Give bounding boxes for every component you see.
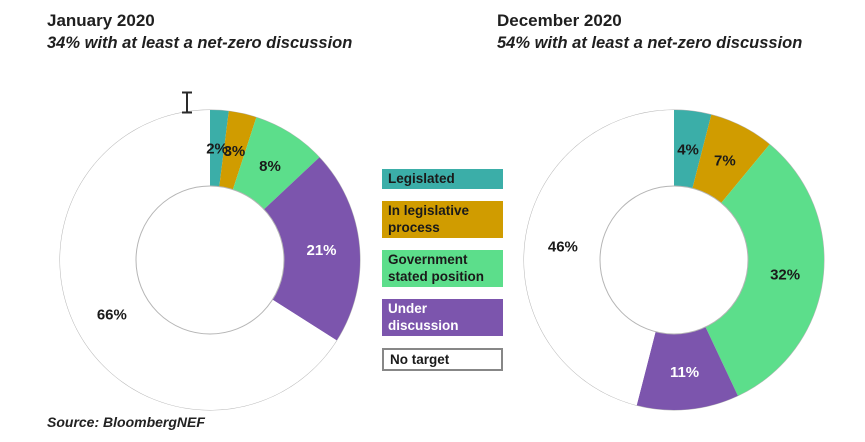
donut-segment-under-discussion (636, 326, 738, 410)
legend-item-legislated: Legislated (382, 169, 503, 189)
donut-segment-no-target (523, 110, 674, 406)
december-title: December 2020 (497, 11, 622, 30)
donut-segment-in-legislative-process (219, 111, 257, 190)
donut-chart-december: 4% 7% 32% 11% 46% (523, 109, 825, 411)
donut-chart-january: 2%3% 8% 21% 66% (59, 109, 361, 411)
donut-inner-outline (135, 185, 285, 335)
december-subtitle: 54% with at least a net-zero discussion (497, 34, 803, 52)
december-title-block: December 2020 54% with at least a net-ze… (497, 10, 802, 54)
legend: Legislated In legislative process Governme… (382, 169, 503, 383)
january-subtitle: 34% with at least a net-zero discussion (47, 34, 353, 52)
donut-segment-no-target (60, 110, 337, 410)
january-title-block: January 2020 34% with at least a net-zer… (47, 10, 352, 54)
donut-segment-legislated (674, 110, 712, 189)
source-note: Source: BloombergNEF (47, 414, 205, 430)
donut-segment-under-discussion (263, 157, 361, 341)
donut-inner-outline (599, 185, 749, 335)
donut-segment-government-stated-position (705, 144, 824, 396)
donut-segment-label: 32% (770, 266, 800, 283)
donut-segment-legislated (210, 110, 229, 187)
donut-segment-label: 66% (97, 306, 127, 323)
donut-segment-label: 8% (259, 158, 281, 175)
donut-segment-in-legislative-process (692, 114, 770, 203)
donut-segment-label: 4% (677, 141, 699, 158)
text-cursor-icon (180, 91, 194, 114)
donut-segment-label: 21% (306, 242, 336, 259)
legend-item-in-legislative-process: In legislative process (382, 200, 503, 238)
donut-segment-government-stated-position (232, 117, 320, 210)
donut-segment-label: 11% (670, 364, 699, 381)
legend-item-under-discussion: Under discussion (382, 298, 503, 336)
legend-item-no-target: No target (382, 347, 503, 371)
donut-segment-label: 2% (206, 141, 228, 158)
donut-segment-label: 3% (224, 143, 246, 160)
donut-segment-label: 46% (548, 238, 578, 255)
donut-segment-label: 7% (714, 153, 736, 170)
january-title: January 2020 (47, 11, 155, 30)
legend-item-government-stated-position: Government stated position (382, 249, 503, 287)
